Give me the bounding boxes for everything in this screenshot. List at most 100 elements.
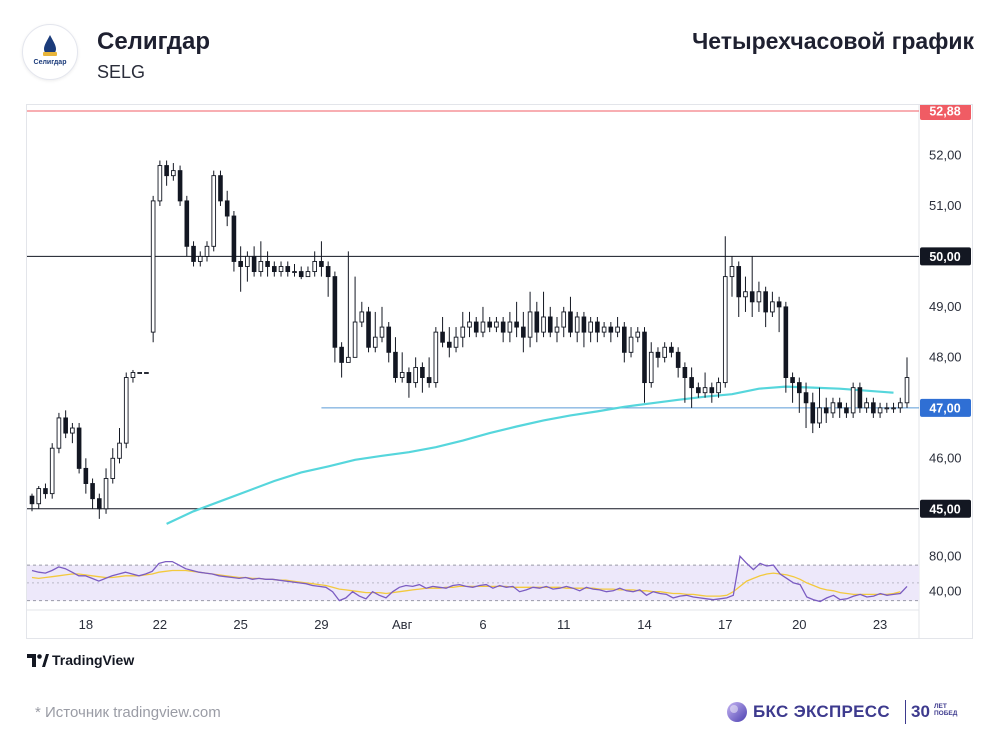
candle (76, 422, 82, 474)
candle-body (83, 467, 89, 484)
candle (534, 301, 540, 343)
candle (319, 241, 324, 277)
candle-body (507, 321, 513, 333)
candle (278, 261, 284, 277)
candle-body (251, 255, 257, 273)
candle-body (830, 402, 836, 414)
company-logo: Селигдар (22, 24, 78, 80)
bks-logo-icon (727, 702, 747, 722)
ma-line (166, 385, 894, 525)
candle-body (655, 351, 661, 358)
bks-anniversary-number: 30 (911, 702, 930, 721)
candle (90, 478, 95, 509)
candle (904, 357, 910, 408)
candle-body (372, 336, 378, 348)
price-tag-label: 52,88 (929, 105, 960, 119)
candle (494, 316, 499, 333)
candle-body (325, 266, 331, 278)
candle (110, 448, 116, 484)
candle (884, 402, 890, 413)
bks-brand-name: БКС ЭКСПРЕСС (753, 702, 890, 721)
candle (123, 372, 129, 449)
candle-body (648, 351, 654, 384)
candle-body (123, 377, 129, 444)
candle (49, 443, 55, 499)
time-tick-label: 18 (79, 617, 93, 632)
candle-body (117, 442, 122, 459)
candle-body (393, 351, 398, 378)
candle-body (743, 291, 748, 298)
candle-body (682, 367, 688, 378)
candle (783, 301, 789, 393)
candle-body (615, 326, 620, 333)
rsi-tick-label: 40,00 (929, 584, 962, 599)
price-tick-label: 49,00 (929, 299, 962, 314)
candle-body (197, 255, 203, 262)
candle-body (49, 447, 55, 495)
candle-body (238, 261, 243, 267)
candle (897, 397, 903, 413)
candle-body (837, 402, 842, 409)
rsi-line (31, 554, 908, 603)
candle (877, 402, 883, 418)
candle-body (352, 321, 358, 358)
candle-body (103, 478, 109, 510)
candle (763, 286, 768, 328)
candle (588, 316, 593, 343)
candle (298, 266, 304, 280)
price-tag: 50,00 (920, 247, 971, 266)
price-tick-label: 48,00 (929, 349, 962, 364)
candle (157, 160, 163, 206)
chart-type-label: Четырехчасовой график (692, 28, 974, 54)
candle-body (844, 407, 849, 414)
candle-body (346, 356, 351, 363)
candle (521, 311, 526, 353)
candle-body (904, 377, 910, 404)
candle (756, 281, 762, 312)
bks-brand: БКС ЭКСПРЕСС 30 ЛЕТ ПОБЕД (726, 700, 974, 726)
candle-body (43, 488, 48, 495)
candle-body (554, 326, 560, 333)
candle (507, 311, 513, 343)
candle-body (622, 326, 627, 353)
candle (460, 311, 466, 348)
candle-body (500, 321, 506, 333)
candle (197, 251, 203, 267)
price-tag: 52,88 (920, 105, 971, 121)
candle (184, 195, 190, 257)
candle-body (857, 387, 863, 409)
candle (696, 382, 701, 398)
candle-body (736, 266, 742, 298)
candle (164, 160, 169, 186)
candle-body (487, 321, 492, 328)
candle-body (231, 215, 237, 262)
candle-body (339, 346, 344, 363)
candle (830, 397, 836, 418)
price-tag-label: 45,00 (929, 502, 960, 516)
candle-body (521, 326, 526, 338)
candle (729, 256, 735, 297)
candle-body (164, 165, 169, 177)
candle (467, 311, 472, 338)
candle-body (447, 341, 452, 348)
candle (191, 241, 196, 267)
price-tag-bg (920, 499, 971, 518)
axes: 52,00 51,00 49,00 48,00 46,00 52,88 50,00 47,00… (79, 105, 971, 632)
candle-body (144, 372, 149, 374)
candle (245, 251, 250, 282)
candle (251, 246, 257, 277)
candle (803, 382, 809, 429)
candle-body (891, 407, 896, 410)
time-tick-label: 25 (233, 617, 247, 632)
candle-body (790, 377, 795, 384)
candle-body (696, 387, 701, 394)
time-tick-label: Авг (392, 617, 413, 632)
price-tag-label: 50,00 (929, 250, 960, 264)
candle-body (90, 483, 95, 500)
candle (682, 362, 688, 403)
candle (413, 357, 418, 388)
candle-body (63, 417, 68, 434)
price-tag: 47,00 (920, 398, 971, 417)
candles (29, 160, 910, 519)
candle-body (312, 261, 317, 273)
